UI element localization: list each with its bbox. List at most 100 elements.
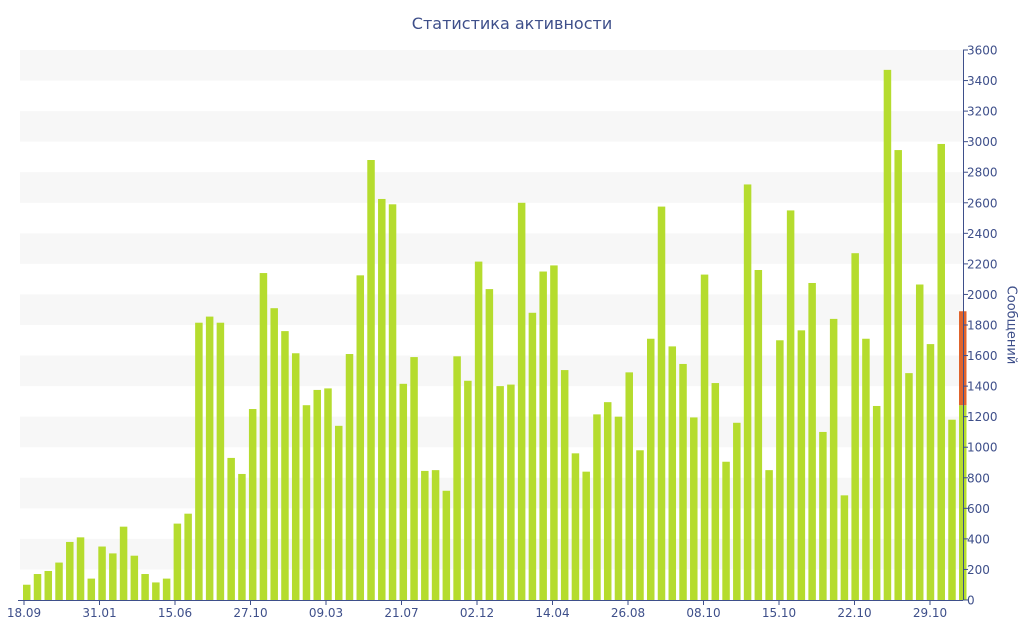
bar [421, 470, 429, 600]
bar [109, 553, 117, 600]
bar [625, 372, 633, 600]
bar [184, 513, 192, 600]
bar [130, 555, 139, 600]
y-tick-label: 3400 [967, 74, 998, 88]
axes [18, 49, 968, 605]
x-tick-label: 15.10 [762, 606, 796, 620]
bar [603, 402, 612, 600]
y-tick-label: 600 [967, 502, 990, 516]
bar [808, 282, 816, 600]
bar [797, 330, 806, 600]
bar [324, 388, 332, 600]
x-tick-label: 15.06 [158, 606, 192, 620]
bar [335, 425, 343, 600]
bar [786, 210, 795, 600]
bar [44, 570, 53, 600]
bars [23, 69, 967, 601]
bar [905, 373, 913, 600]
bar [205, 316, 214, 600]
bar [474, 261, 483, 600]
bar [647, 338, 655, 600]
bar [754, 270, 763, 600]
y-tick-label: 200 [967, 563, 990, 577]
bar [829, 318, 838, 600]
bar [281, 331, 289, 600]
bar [765, 470, 773, 600]
bar [162, 578, 171, 600]
bar [291, 353, 300, 600]
bar [711, 383, 720, 600]
bar [76, 537, 85, 600]
x-tick-labels: 18.09 31.01 15.06 27.10 09.03 21.07 02.12 14.04… [7, 606, 947, 620]
bar [33, 574, 42, 600]
bar [195, 322, 203, 600]
bar [733, 422, 741, 600]
bar-highlight-segment [959, 311, 967, 406]
bar [636, 450, 644, 600]
bar [507, 384, 515, 600]
y-tick-label: 2000 [967, 288, 998, 302]
y-tick-label: 1000 [967, 441, 998, 455]
grid-band [20, 172, 963, 203]
bar [883, 69, 892, 601]
bar [926, 344, 935, 600]
bar [388, 204, 397, 601]
y-tick-label: 3000 [967, 135, 998, 149]
y-tick-label: 1400 [967, 380, 998, 394]
bar [66, 541, 74, 600]
bar [87, 578, 96, 600]
bar [582, 471, 590, 600]
bar [410, 357, 418, 600]
bar [248, 409, 257, 600]
bar [313, 389, 321, 600]
bar [345, 354, 354, 600]
bar [862, 338, 870, 600]
bar [55, 562, 63, 600]
bar [152, 582, 160, 600]
bar [367, 160, 375, 600]
x-tick-label: 02.12 [460, 606, 494, 620]
y-tick-label: 2200 [967, 257, 998, 271]
bar [173, 523, 182, 600]
x-tick-label: 18.09 [7, 606, 41, 620]
bar [119, 526, 128, 600]
x-tick-label: 26.08 [611, 606, 645, 620]
bar [743, 184, 752, 600]
bar [722, 461, 730, 600]
x-tick-label: 08.10 [686, 606, 720, 620]
bar [872, 405, 881, 600]
bar [776, 340, 784, 600]
bar [216, 322, 225, 600]
y-tick-label: 3200 [967, 105, 998, 119]
x-tick-label: 22.10 [837, 606, 871, 620]
y-tick-label: 0 [967, 594, 975, 608]
bar [356, 275, 365, 600]
y-tick-label: 2400 [967, 227, 998, 241]
bar [485, 289, 494, 600]
bar [937, 143, 945, 601]
bar [227, 457, 235, 600]
y-tick-label: 3600 [967, 44, 998, 58]
bar [819, 431, 827, 600]
bar [959, 405, 967, 600]
bar [657, 206, 666, 600]
bar [668, 346, 677, 600]
bar [700, 274, 709, 600]
bar [614, 416, 623, 600]
bar [496, 386, 504, 600]
x-tick-label: 21.07 [384, 606, 418, 620]
bar [840, 495, 849, 600]
x-tick-label: 14.04 [535, 606, 569, 620]
bar [399, 383, 408, 600]
bar [270, 308, 278, 600]
bar [378, 198, 386, 601]
x-tick-label: 09.03 [309, 606, 343, 620]
bar [571, 453, 580, 600]
y-tick-labels: 0 200 400 600 800 1000 1200 1400 1600 1800 2000 220… [967, 44, 998, 608]
bar [915, 284, 924, 600]
y-tick-label: 800 [967, 471, 990, 485]
grid-band [20, 111, 963, 142]
bar [550, 265, 558, 600]
bar [238, 473, 246, 600]
